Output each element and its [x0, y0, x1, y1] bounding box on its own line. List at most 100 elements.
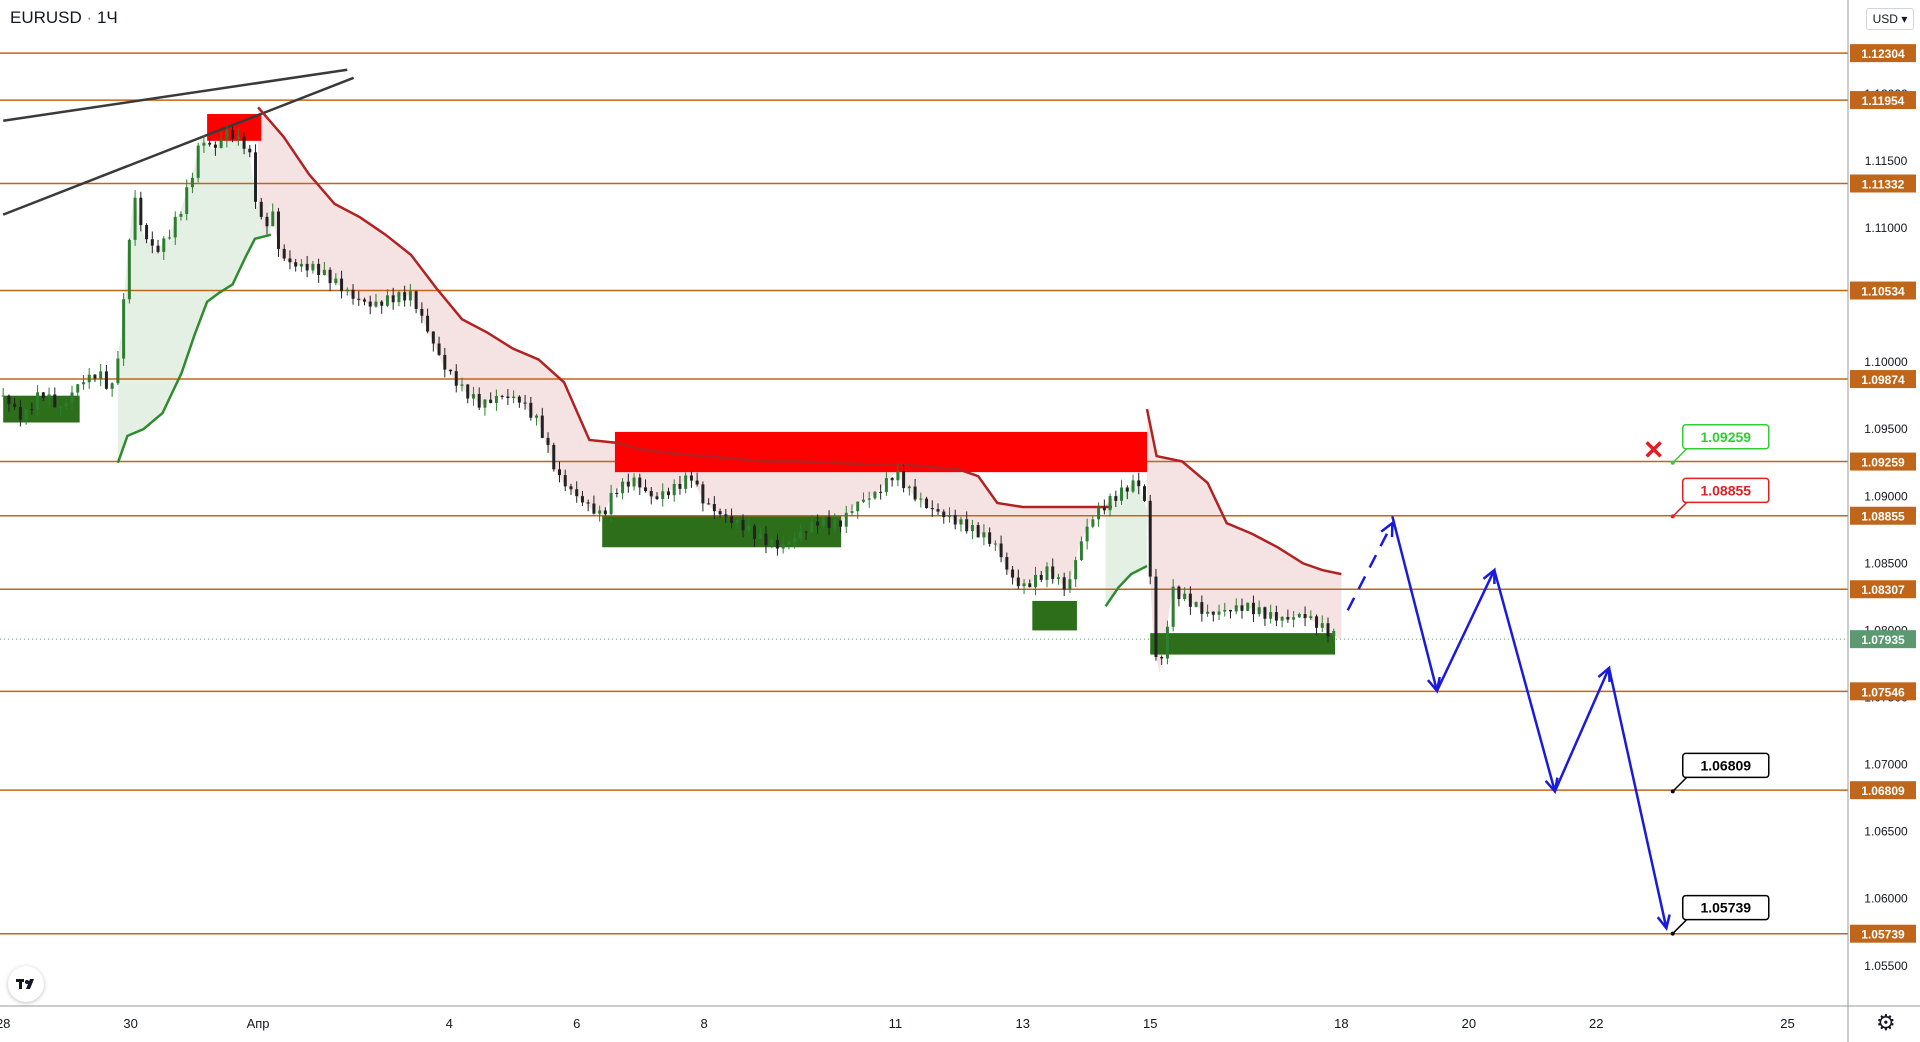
x-tick-4: 6: [573, 1016, 580, 1031]
candle-body-231: [1326, 623, 1330, 637]
candle-body-205: [1177, 586, 1181, 599]
candle-body-166: [953, 515, 957, 525]
candle-body-155: [890, 478, 894, 481]
candle-body-136: [781, 543, 785, 549]
candle-body-22: [127, 239, 131, 300]
candle-body-50: [288, 258, 292, 263]
candle-body-154: [884, 478, 888, 492]
candle-body-211: [1211, 611, 1215, 615]
tag-label-1: 1.08855: [1700, 482, 1751, 498]
gear-icon[interactable]: ⚙: [1876, 1010, 1896, 1035]
projection-dashed: [1346, 522, 1394, 611]
tag-label-0: 1.09259: [1700, 429, 1751, 445]
candle-body-88: [506, 396, 510, 399]
candle-body-214: [1229, 609, 1233, 612]
candle-body-19: [110, 383, 114, 389]
symbol-title[interactable]: EURUSD · 1Ч: [10, 8, 118, 28]
uptrend-fill-2: [1105, 480, 1147, 607]
candle-body-65: [374, 301, 378, 307]
candle-body-159: [913, 486, 917, 500]
candle-body-1: [7, 395, 11, 404]
candle-body-32: [185, 187, 189, 214]
candle-body-200: [1148, 500, 1152, 577]
supertrend-up-line: [116, 233, 272, 464]
candle-body-217: [1246, 602, 1250, 611]
level-label-bg-8: [1850, 682, 1916, 701]
candle-body-90: [517, 396, 521, 403]
candle-body-108: [621, 481, 625, 494]
candle-body-111: [638, 477, 642, 488]
tradingview-logo-icon[interactable]: [8, 966, 44, 1002]
tag-anchor-1: [1670, 514, 1675, 519]
x-tick-6: 11: [889, 1016, 903, 1031]
level-label-bg-4: [1850, 370, 1916, 389]
candle-body-192: [1102, 507, 1106, 511]
tag-anchor-0: [1670, 460, 1675, 465]
candle-body-116: [666, 491, 670, 496]
tag-box-3: [1682, 894, 1770, 921]
candle-body-40: [231, 130, 235, 140]
candle-body-35: [202, 142, 206, 146]
projection-arrowhead-4: [1597, 665, 1611, 683]
support-zone-0: [3, 395, 80, 423]
candle-body-221: [1269, 612, 1273, 619]
candle-body-74: [426, 315, 430, 332]
candle-body-206: [1183, 593, 1187, 599]
candle-body-169: [970, 525, 974, 532]
candle-body-85: [489, 399, 493, 404]
candle-body-6: [36, 392, 40, 410]
candle-body-115: [661, 491, 665, 499]
candle-body-125: [718, 511, 722, 515]
y-tick-6: 1.08500: [1864, 556, 1908, 570]
red-x-icon-stroke-b: [1645, 441, 1662, 458]
candle-body-100: [575, 489, 579, 497]
candle-body-79: [454, 371, 458, 386]
tag-anchor-2: [1670, 789, 1675, 794]
candle-body-122: [701, 484, 705, 504]
supertrend-down-line-2: [1145, 408, 1342, 576]
candle-body-5: [30, 409, 34, 411]
level-label-3: 1.10534: [1861, 285, 1905, 299]
candle-body-72: [414, 291, 418, 309]
candle-body-120: [689, 475, 693, 481]
candle-body-148: [850, 511, 854, 513]
projection-arrowhead-5: [1656, 914, 1671, 932]
y-tick-2: 1.06500: [1864, 825, 1908, 839]
candle-body-59: [340, 278, 344, 292]
level-label-1: 1.11954: [1862, 94, 1905, 108]
candle-body-180: [1034, 574, 1038, 588]
candle-body-189: [1085, 526, 1089, 542]
candle-body-46: [265, 216, 269, 227]
candle-body-178: [1022, 583, 1026, 587]
tag-box-0: [1682, 424, 1770, 450]
tag-label-3: 1.05739: [1700, 900, 1751, 916]
tradingview-logo-shape: [16, 979, 34, 989]
projection-arrowhead-0: [1380, 520, 1394, 538]
x-tick-10: 20: [1462, 1016, 1476, 1031]
y-tick-1: 1.06000: [1864, 892, 1908, 906]
candle-body-58: [334, 278, 338, 284]
candle-body-219: [1257, 607, 1261, 615]
candle-body-10: [59, 406, 63, 408]
candle-body-96: [552, 444, 556, 470]
candle-body-193: [1108, 496, 1112, 511]
projection-leg-0: [1391, 516, 1439, 692]
candle-body-31: [179, 213, 183, 217]
level-label-bg-9: [1850, 781, 1916, 800]
level-label-bg-7: [1850, 580, 1916, 599]
x-tick-2: Апр: [247, 1016, 270, 1031]
candle-body-165: [947, 515, 951, 518]
supertrend-up-line-2: [1104, 564, 1148, 608]
candle-body-101: [580, 496, 584, 503]
currency-button[interactable]: USD ▾: [1866, 8, 1914, 30]
level-label-bg-3: [1850, 281, 1916, 300]
candle-body-141: [810, 521, 814, 533]
support-zone-2: [1032, 600, 1077, 631]
x-tick-7: 13: [1016, 1016, 1030, 1031]
candle-body-162: [930, 508, 934, 510]
supertrend-down-line: [257, 106, 1112, 509]
candle-body-138: [793, 538, 797, 542]
candle-body-174: [999, 543, 1003, 558]
candle-body-128: [735, 519, 739, 523]
